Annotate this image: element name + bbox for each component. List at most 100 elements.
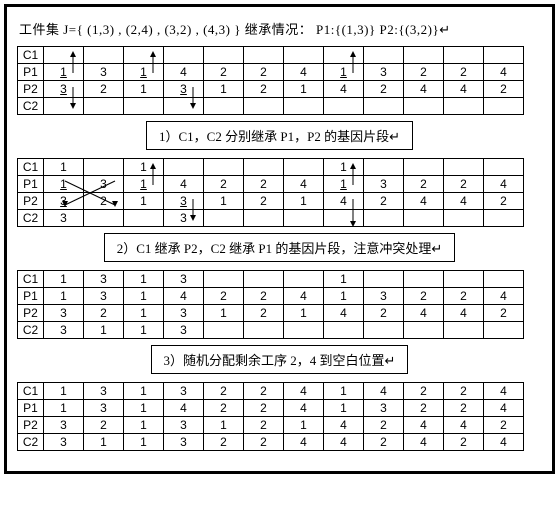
data-cell xyxy=(404,322,444,339)
data-cell xyxy=(444,271,484,288)
data-cell: 2 xyxy=(204,434,244,451)
data-cell xyxy=(124,98,164,115)
data-cell: 1 xyxy=(324,288,364,305)
data-cell xyxy=(364,47,404,64)
data-cell xyxy=(164,98,204,115)
data-cell: 4 xyxy=(404,193,444,210)
data-cell xyxy=(284,322,324,339)
header-text: 工件集 J={ (1,3) , (2,4) , (3,2) , (4,3) } … xyxy=(17,15,542,46)
data-cell: 1 xyxy=(124,64,164,81)
data-cell xyxy=(124,210,164,227)
data-cell: 3 xyxy=(44,210,84,227)
data-cell: 3 xyxy=(164,210,204,227)
data-cell: 4 xyxy=(444,193,484,210)
data-cell: 2 xyxy=(404,383,444,400)
row-label: P2 xyxy=(18,305,44,322)
row-label: P1 xyxy=(18,176,44,193)
row-label: P2 xyxy=(18,193,44,210)
data-cell: 4 xyxy=(284,288,324,305)
data-cell: 1 xyxy=(284,305,324,322)
data-cell xyxy=(284,210,324,227)
data-cell xyxy=(284,271,324,288)
diagram-frame: 工件集 J={ (1,3) , (2,4) , (3,2) , (4,3) } … xyxy=(4,4,555,474)
data-cell xyxy=(244,271,284,288)
data-cell: 2 xyxy=(364,193,404,210)
data-cell: 4 xyxy=(284,383,324,400)
data-cell xyxy=(84,47,124,64)
data-cell: 4 xyxy=(404,417,444,434)
data-cell: 3 xyxy=(44,322,84,339)
data-cell xyxy=(204,271,244,288)
table-2-wrap: C1111P1131422413224P2321312142442C233 xyxy=(17,158,542,227)
data-cell xyxy=(284,47,324,64)
data-cell: 4 xyxy=(164,400,204,417)
data-cell xyxy=(84,210,124,227)
data-cell: 2 xyxy=(244,400,284,417)
data-cell: 4 xyxy=(324,417,364,434)
data-cell: 1 xyxy=(324,383,364,400)
data-cell: 4 xyxy=(404,434,444,451)
data-cell: 2 xyxy=(244,176,284,193)
data-cell xyxy=(364,322,404,339)
step-1-box: 1）C1，C2 分别继承 P1，P2 的基因片段↵ xyxy=(146,121,413,150)
data-cell xyxy=(404,271,444,288)
table-3: C113131P1131422413224P2321312142442C2311… xyxy=(17,270,524,339)
data-cell xyxy=(484,271,524,288)
row-label: C2 xyxy=(18,210,44,227)
data-cell xyxy=(324,98,364,115)
data-cell xyxy=(364,98,404,115)
data-cell: 2 xyxy=(244,417,284,434)
data-cell xyxy=(204,210,244,227)
data-cell: 1 xyxy=(124,159,164,176)
row-label: C1 xyxy=(18,159,44,176)
data-cell: 4 xyxy=(364,383,404,400)
data-cell: 4 xyxy=(484,434,524,451)
data-cell: 1 xyxy=(44,176,84,193)
data-cell xyxy=(444,322,484,339)
row-label: C1 xyxy=(18,271,44,288)
data-cell: 4 xyxy=(284,400,324,417)
data-cell: 1 xyxy=(284,193,324,210)
data-cell: 3 xyxy=(364,288,404,305)
data-cell: 1 xyxy=(124,288,164,305)
data-cell: 3 xyxy=(164,271,204,288)
data-cell xyxy=(444,159,484,176)
data-cell xyxy=(244,210,284,227)
data-cell: 3 xyxy=(164,434,204,451)
table-3-wrap: C113131P1131422413224P2321312142442C2311… xyxy=(17,270,542,339)
data-cell xyxy=(444,98,484,115)
data-cell: 4 xyxy=(164,64,204,81)
data-cell: 4 xyxy=(484,64,524,81)
data-cell xyxy=(204,98,244,115)
data-cell: 2 xyxy=(444,434,484,451)
data-cell: 1 xyxy=(124,176,164,193)
data-cell xyxy=(124,47,164,64)
data-cell: 2 xyxy=(204,288,244,305)
data-cell xyxy=(324,322,364,339)
data-cell xyxy=(84,98,124,115)
data-cell: 4 xyxy=(164,288,204,305)
data-cell xyxy=(284,159,324,176)
row-label: C2 xyxy=(18,98,44,115)
data-cell: 1 xyxy=(84,322,124,339)
data-cell xyxy=(244,98,284,115)
data-cell: 2 xyxy=(204,176,244,193)
data-cell: 2 xyxy=(244,383,284,400)
data-cell: 3 xyxy=(164,417,204,434)
data-cell: 2 xyxy=(244,434,284,451)
data-cell: 4 xyxy=(324,193,364,210)
row-label: P1 xyxy=(18,288,44,305)
data-cell: 4 xyxy=(484,383,524,400)
step-3-box: 3）随机分配剩余工序 2，4 到空白位置↵ xyxy=(151,345,409,374)
data-cell: 2 xyxy=(484,417,524,434)
data-cell: 3 xyxy=(364,176,404,193)
row-label: P1 xyxy=(18,64,44,81)
data-cell: 4 xyxy=(444,417,484,434)
data-cell xyxy=(244,159,284,176)
data-cell: 1 xyxy=(124,81,164,98)
data-cell xyxy=(164,159,204,176)
data-cell: 2 xyxy=(244,193,284,210)
row-label: P1 xyxy=(18,400,44,417)
data-cell: 2 xyxy=(364,81,404,98)
data-cell xyxy=(484,210,524,227)
